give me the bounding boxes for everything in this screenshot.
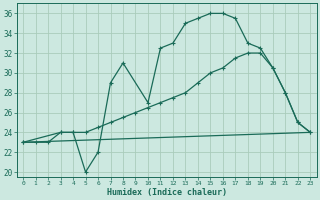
X-axis label: Humidex (Indice chaleur): Humidex (Indice chaleur) bbox=[107, 188, 227, 197]
